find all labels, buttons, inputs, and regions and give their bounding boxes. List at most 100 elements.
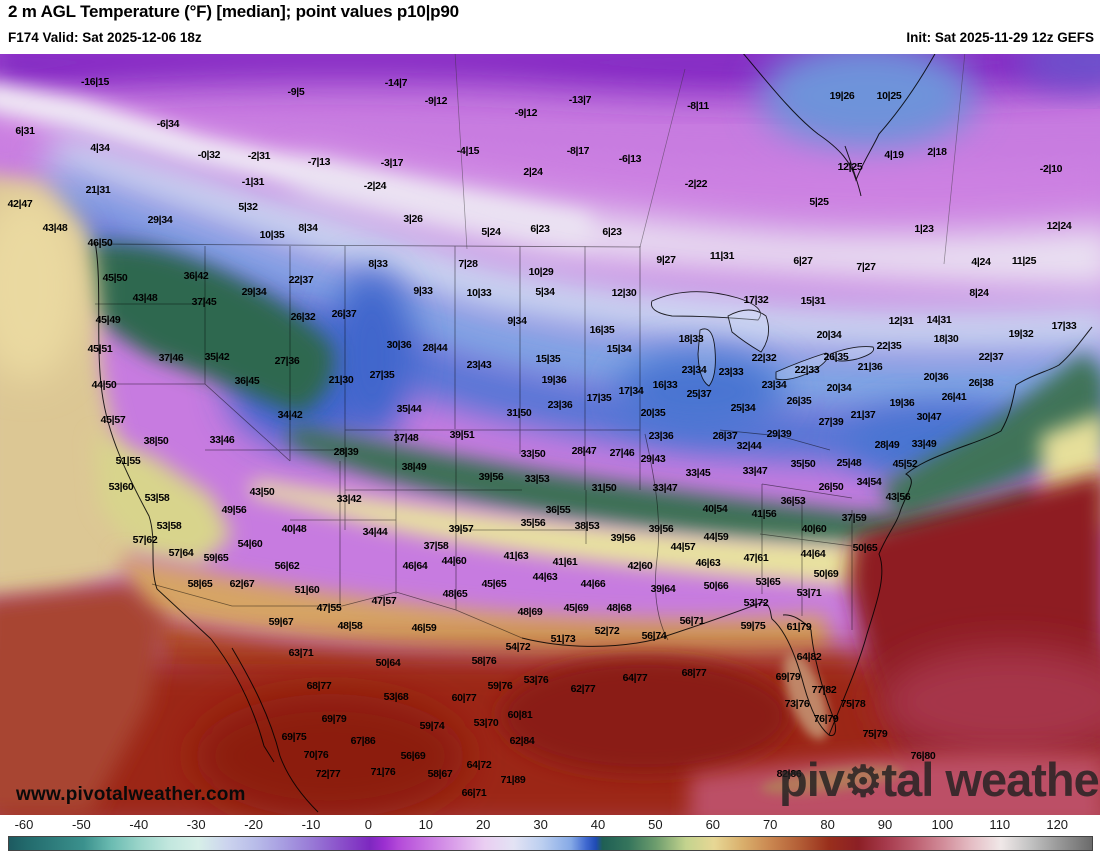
point-value: 46|64 bbox=[402, 559, 428, 572]
point-value: 36|55 bbox=[545, 503, 571, 516]
point-value: -9|12 bbox=[424, 94, 448, 107]
point-value: 27|36 bbox=[274, 354, 300, 367]
point-value: 71|76 bbox=[370, 765, 396, 778]
point-value: 31|50 bbox=[506, 406, 532, 419]
point-value: 38|49 bbox=[401, 460, 427, 473]
point-value: -9|12 bbox=[514, 106, 538, 119]
point-value: 28|39 bbox=[333, 445, 359, 458]
point-value: 35|42 bbox=[204, 350, 230, 363]
point-value: 53|65 bbox=[755, 575, 781, 588]
point-value: 44|60 bbox=[441, 554, 467, 567]
colorbar-tick-label: 50 bbox=[648, 817, 663, 832]
point-value: 42|60 bbox=[627, 559, 653, 572]
point-value: 8|24 bbox=[969, 286, 989, 299]
colorbar-tick-label: 120 bbox=[1046, 817, 1069, 832]
point-value: 64|72 bbox=[466, 758, 492, 771]
point-value: 15|35 bbox=[535, 352, 561, 365]
point-value: 10|35 bbox=[259, 228, 285, 241]
point-value: 69|79 bbox=[775, 670, 801, 683]
point-value: 43|48 bbox=[132, 291, 158, 304]
point-value: 33|47 bbox=[652, 481, 678, 494]
colorbar-tick-label: -10 bbox=[301, 817, 321, 832]
point-value: 2|24 bbox=[523, 165, 543, 178]
point-value: 4|19 bbox=[884, 148, 904, 161]
point-value: 22|35 bbox=[876, 339, 902, 352]
colorbar-tick-label: 30 bbox=[533, 817, 548, 832]
point-value: 45|51 bbox=[87, 342, 113, 355]
point-value: 10|25 bbox=[876, 89, 902, 102]
point-value: 43|56 bbox=[885, 490, 911, 503]
point-value: 53|71 bbox=[796, 586, 822, 599]
point-value: 42|47 bbox=[7, 197, 33, 210]
point-value: 29|34 bbox=[241, 285, 267, 298]
point-value: 23|43 bbox=[466, 358, 492, 371]
point-value: 20|34 bbox=[816, 328, 842, 341]
point-value: 35|50 bbox=[790, 457, 816, 470]
brand-text-pre: piv bbox=[779, 753, 845, 806]
point-value: 26|32 bbox=[290, 310, 316, 323]
valid-time: F174 Valid: Sat 2025-12-06 18z bbox=[8, 30, 202, 45]
point-value: 15|31 bbox=[800, 294, 826, 307]
point-value: 39|57 bbox=[448, 522, 474, 535]
point-value: 26|41 bbox=[941, 390, 967, 403]
point-value: -8|11 bbox=[687, 99, 709, 112]
point-value: 6|27 bbox=[793, 254, 813, 267]
point-value: 34|54 bbox=[856, 475, 882, 488]
point-value: 23|36 bbox=[648, 429, 674, 442]
point-value: 44|63 bbox=[532, 570, 558, 583]
point-value: 39|51 bbox=[449, 428, 475, 441]
point-value: 61|79 bbox=[786, 620, 812, 633]
point-value: 59|67 bbox=[268, 615, 294, 628]
point-value: 28|44 bbox=[422, 341, 448, 354]
colorbar-tick-label: -50 bbox=[71, 817, 91, 832]
point-value: 53|70 bbox=[473, 716, 499, 729]
point-value: 39|56 bbox=[610, 531, 636, 544]
point-value: 56|71 bbox=[679, 614, 705, 627]
point-value: 8|33 bbox=[368, 257, 388, 270]
point-value: 33|47 bbox=[742, 464, 768, 477]
point-value: 47|57 bbox=[371, 594, 397, 607]
point-value: 53|76 bbox=[523, 673, 549, 686]
point-value: 19|36 bbox=[889, 396, 915, 409]
point-value: 28|37 bbox=[712, 429, 738, 442]
point-value: 32|44 bbox=[736, 439, 762, 452]
point-value: 29|43 bbox=[640, 452, 666, 465]
point-value: -1|31 bbox=[241, 175, 265, 188]
point-value: 45|52 bbox=[892, 457, 918, 470]
point-value: 45|57 bbox=[100, 413, 126, 426]
point-value: -4|15 bbox=[456, 144, 480, 157]
point-value: 76|80 bbox=[910, 749, 936, 762]
point-value: 48|68 bbox=[606, 601, 632, 614]
point-value: 29|39 bbox=[766, 427, 792, 440]
point-value: 71|89 bbox=[500, 773, 526, 786]
point-value: 34|42 bbox=[277, 408, 303, 421]
weather-map: -16|15 -9|5 6|31 -6|34 4|34 -0|32 -2|31 -7|13 -1… bbox=[0, 54, 1100, 815]
init-time: Init: Sat 2025-11-29 12z GEFS bbox=[906, 30, 1094, 45]
point-value: 21|36 bbox=[857, 360, 883, 373]
colorbar-tick-label: 70 bbox=[762, 817, 778, 832]
point-value: -13|7 bbox=[568, 93, 592, 106]
point-value: 62|77 bbox=[570, 682, 596, 695]
great-lakes bbox=[650, 291, 875, 387]
point-value: 60|81 bbox=[507, 708, 533, 721]
point-value: 43|48 bbox=[42, 221, 68, 234]
point-value: 23|36 bbox=[547, 398, 573, 411]
colorbar: -60 -50 -40 -30 -20 -10 0 10 20 30 40 50 60 70 80 90 100… bbox=[0, 815, 1100, 851]
point-value: 34|44 bbox=[362, 525, 388, 538]
point-value: 17|34 bbox=[618, 384, 644, 397]
point-value: 17|35 bbox=[586, 391, 612, 404]
point-value: -7|13 bbox=[307, 155, 331, 168]
point-value: 41|63 bbox=[503, 549, 529, 562]
point-value: 44|59 bbox=[703, 530, 729, 543]
point-value: -6|13 bbox=[618, 152, 642, 165]
point-value: 47|61 bbox=[743, 551, 769, 564]
point-value: 56|69 bbox=[400, 749, 426, 762]
temperature-field bbox=[0, 54, 1100, 815]
point-value: 22|37 bbox=[978, 350, 1004, 363]
point-value: 56|62 bbox=[274, 559, 300, 572]
point-value: 69|79 bbox=[321, 712, 347, 725]
point-value: 53|72 bbox=[743, 596, 769, 609]
point-values-layer: -16|15 -9|5 6|31 -6|34 4|34 -0|32 -2|31 -7|13 -1… bbox=[0, 54, 1100, 815]
temperature-field-svg bbox=[0, 54, 1100, 815]
point-value: 59|75 bbox=[740, 619, 766, 632]
